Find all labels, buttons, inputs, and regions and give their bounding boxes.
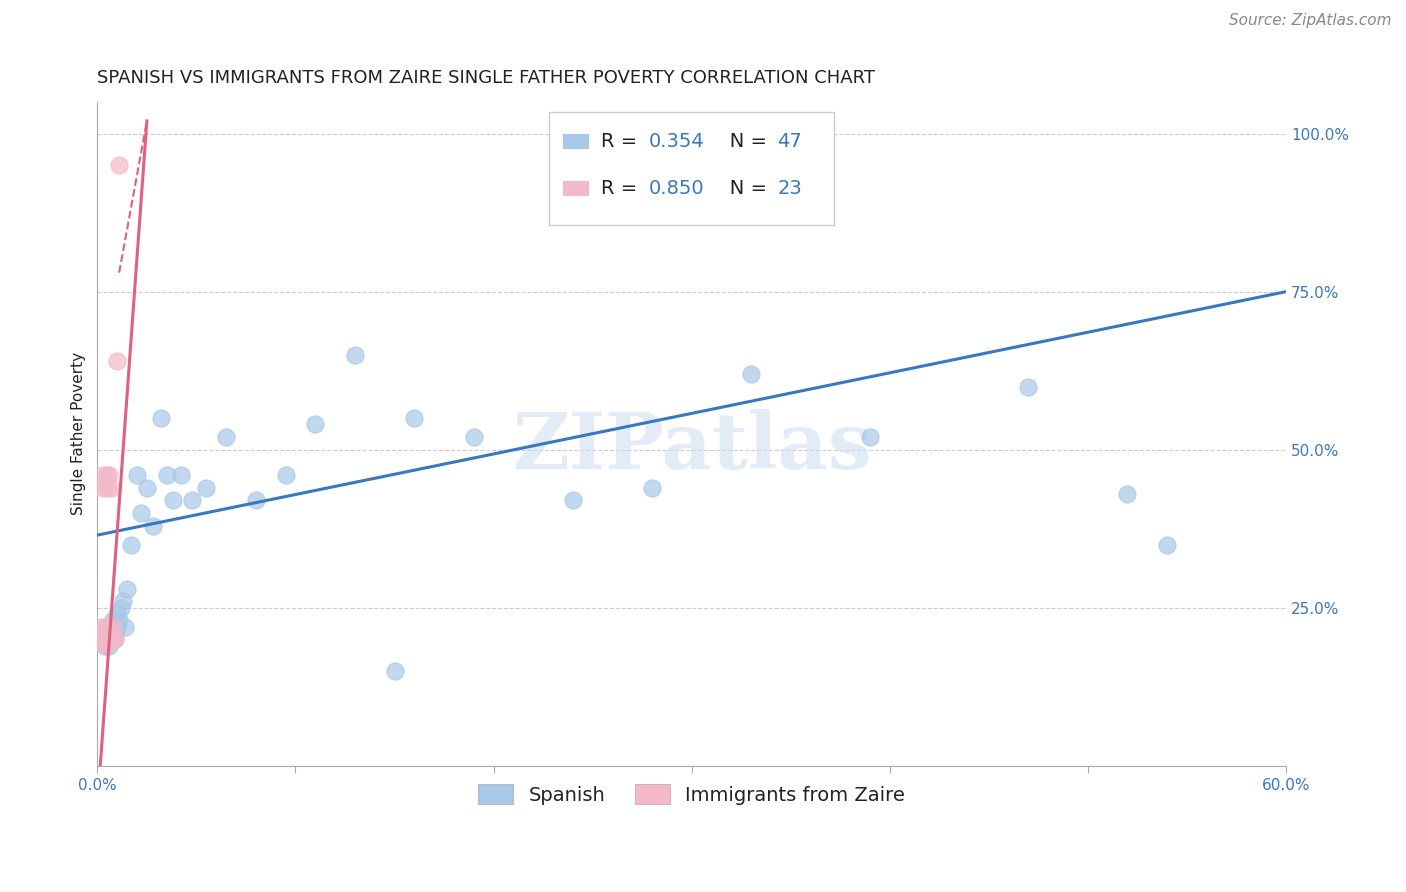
Point [90,620,112,634]
Point [114,620,136,634]
Point [156,468,179,483]
Point [561,493,583,508]
Point [181,493,204,508]
Point [96,632,118,647]
Text: 0.850: 0.850 [648,178,704,198]
Point [94,626,117,640]
Point [169,468,191,483]
Point [142,518,165,533]
Point [149,411,172,425]
Point [91,632,114,647]
Text: 23: 23 [778,178,801,198]
Point [105,620,128,634]
Point [98,626,121,640]
Point [98,632,121,647]
Text: N =: N = [710,178,773,198]
Text: 0.354: 0.354 [648,132,704,152]
Point [94,639,117,653]
Point [1017,379,1039,393]
Text: N =: N = [710,132,773,152]
Point [103,614,125,628]
Point [108,614,131,628]
Point [245,493,267,508]
Text: ZIPatlas: ZIPatlas [512,409,872,485]
Y-axis label: Single Father Poverty: Single Father Poverty [72,352,86,516]
Point [91,632,114,647]
Point [94,632,117,647]
Text: Source: ZipAtlas.com: Source: ZipAtlas.com [1229,13,1392,29]
Point [135,481,157,495]
Point [91,626,114,640]
Point [103,620,125,634]
Point [96,626,118,640]
Point [96,632,118,647]
Point [105,354,128,368]
Point [120,538,142,552]
Point [125,468,148,483]
Point [98,632,121,647]
Point [274,468,297,483]
Point [104,632,127,647]
Point [105,607,128,622]
Point [100,620,122,634]
Point [94,620,117,634]
Text: R =: R = [602,132,644,152]
Point [96,468,118,483]
Point [1156,538,1178,552]
FancyBboxPatch shape [564,135,589,149]
Point [94,639,117,653]
Point [98,468,121,483]
FancyBboxPatch shape [548,112,834,225]
Point [740,367,762,381]
Point [195,481,218,495]
Point [110,600,132,615]
Point [91,481,114,495]
Point [96,632,118,647]
FancyBboxPatch shape [564,181,589,195]
Point [463,430,485,444]
Text: R =: R = [602,178,644,198]
Point [91,468,114,483]
Point [641,481,664,495]
Point [98,639,121,653]
Point [1116,487,1139,501]
Point [859,430,882,444]
Text: SPANISH VS IMMIGRANTS FROM ZAIRE SINGLE FATHER POVERTY CORRELATION CHART: SPANISH VS IMMIGRANTS FROM ZAIRE SINGLE … [97,69,876,87]
Point [103,632,125,647]
Point [115,582,138,596]
Point [304,417,326,432]
Point [162,493,184,508]
Point [104,626,127,640]
Point [112,594,135,608]
Point [404,411,426,425]
Point [104,632,127,647]
Point [215,430,238,444]
Point [343,348,366,362]
Point [96,481,118,495]
Point [100,632,122,647]
Legend: Spanish, Immigrants from Zaire: Spanish, Immigrants from Zaire [471,777,912,813]
Point [100,481,122,495]
Point [384,664,406,678]
Point [90,632,112,647]
Point [103,632,125,647]
Point [129,506,152,520]
Point [108,158,131,172]
Text: 47: 47 [778,132,801,152]
Point [96,620,118,634]
Point [100,626,122,640]
